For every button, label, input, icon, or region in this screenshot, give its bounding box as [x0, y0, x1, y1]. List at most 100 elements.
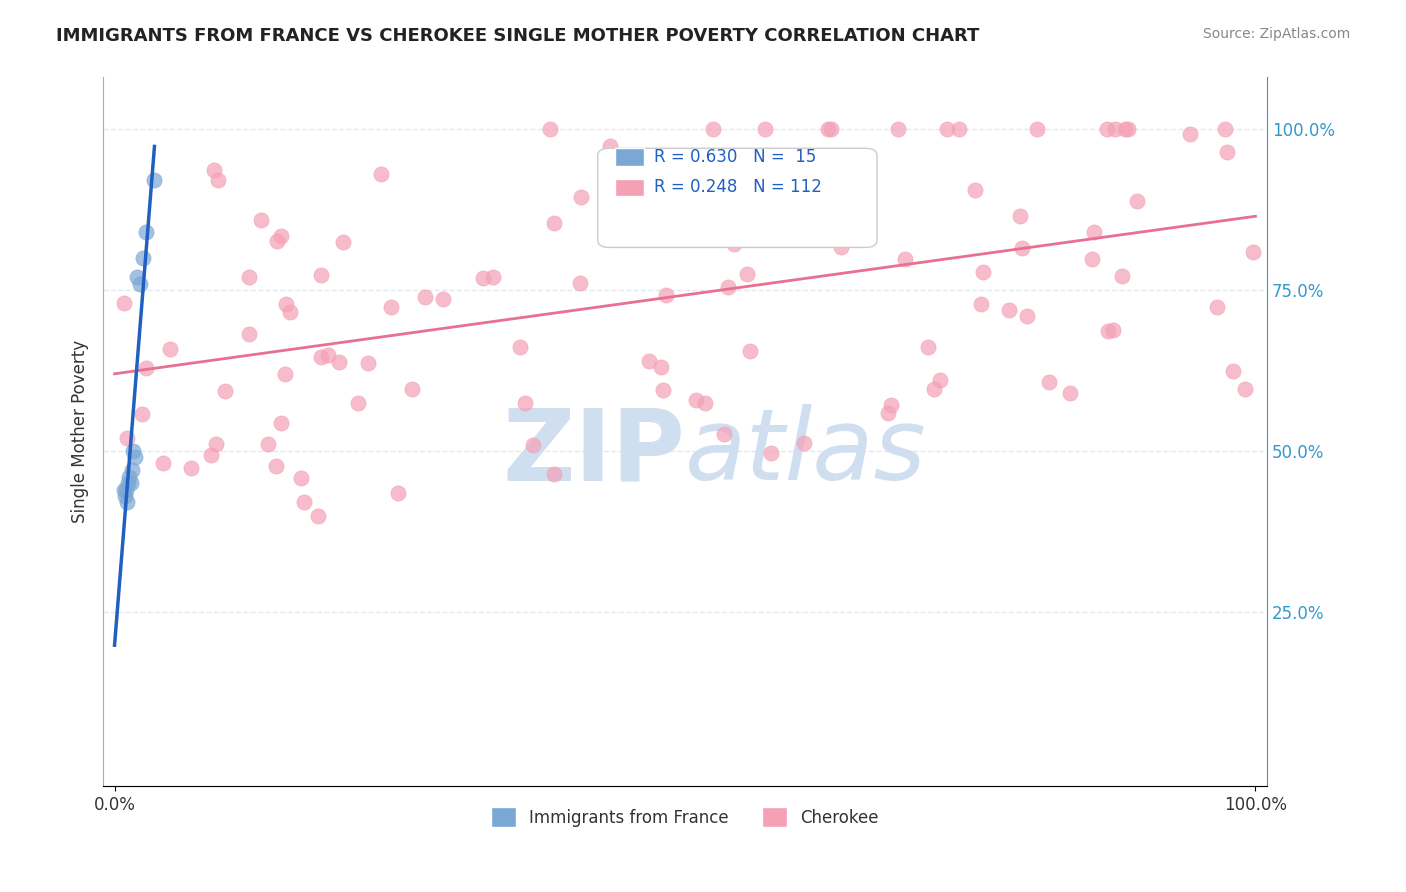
Point	[849, 150, 872, 164]
Point	[115, 483, 138, 497]
Point	[702, 122, 724, 136]
Point	[152, 456, 174, 470]
Point	[238, 270, 260, 285]
Point	[273, 368, 295, 382]
Point	[713, 426, 735, 441]
Point	[121, 463, 143, 477]
Point	[543, 216, 565, 230]
Point	[328, 355, 350, 369]
Point	[1010, 209, 1032, 223]
Text: ZIP: ZIP	[502, 404, 685, 501]
Point	[803, 168, 825, 182]
Point	[214, 384, 236, 398]
Point	[1222, 364, 1244, 378]
Point	[969, 297, 991, 311]
Point	[1026, 122, 1049, 136]
Point	[257, 436, 280, 450]
Point	[655, 288, 678, 302]
Point	[266, 234, 288, 248]
Point	[1126, 194, 1149, 208]
Point	[650, 359, 672, 374]
Point	[370, 167, 392, 181]
Point	[238, 326, 260, 341]
Legend: Immigrants from France, Cherokee: Immigrants from France, Cherokee	[484, 800, 886, 834]
Point	[415, 290, 437, 304]
Point	[997, 303, 1019, 318]
Point	[127, 270, 149, 285]
Point	[471, 271, 494, 285]
Point	[1216, 145, 1239, 159]
Point	[115, 495, 138, 509]
Point	[482, 270, 505, 285]
Point	[387, 485, 409, 500]
Point	[880, 398, 903, 412]
Point	[965, 183, 987, 197]
Point	[316, 348, 339, 362]
Point	[380, 300, 402, 314]
Point	[922, 382, 945, 396]
Point	[600, 201, 623, 215]
Point	[522, 437, 544, 451]
Point	[782, 153, 804, 167]
Point	[1102, 323, 1125, 337]
Point	[1114, 122, 1136, 136]
Point	[1081, 252, 1104, 267]
Point	[112, 483, 135, 497]
Point	[599, 139, 621, 153]
Point	[1011, 241, 1033, 255]
Point	[638, 353, 661, 368]
Point	[894, 252, 917, 266]
Point	[817, 122, 839, 136]
Point	[1038, 375, 1060, 389]
Point	[143, 173, 166, 187]
Point	[716, 280, 738, 294]
Point	[1178, 127, 1201, 141]
Point	[307, 509, 329, 524]
Point	[131, 407, 153, 421]
Point	[887, 122, 910, 136]
Point	[135, 360, 157, 375]
Text: IMMIGRANTS FROM FRANCE VS CHEROKEE SINGLE MOTHER POVERTY CORRELATION CHART: IMMIGRANTS FROM FRANCE VS CHEROKEE SINGL…	[56, 27, 980, 45]
Point	[1233, 382, 1256, 396]
Point	[515, 396, 537, 410]
Point	[112, 296, 135, 310]
Point	[121, 444, 143, 458]
Point	[839, 209, 862, 223]
Point	[270, 416, 292, 430]
Point	[278, 305, 301, 319]
Point	[118, 469, 141, 483]
Point	[128, 277, 150, 291]
Point	[928, 373, 950, 387]
Point	[792, 189, 814, 203]
Point	[114, 489, 136, 503]
Point	[1213, 122, 1236, 136]
Bar	[616, 148, 644, 166]
Point	[569, 276, 592, 290]
Point	[120, 476, 142, 491]
Point	[135, 225, 157, 239]
Point	[571, 190, 593, 204]
Point	[401, 382, 423, 396]
Point	[309, 268, 332, 283]
Point	[820, 122, 842, 136]
Text: R = 0.248   N = 112: R = 0.248 N = 112	[654, 178, 821, 196]
Point	[543, 467, 565, 481]
Bar	[616, 178, 644, 196]
Point	[132, 251, 155, 265]
Point	[1017, 310, 1039, 324]
Point	[249, 212, 271, 227]
Point	[309, 350, 332, 364]
Point	[972, 265, 994, 279]
FancyBboxPatch shape	[598, 148, 877, 247]
Point	[693, 396, 716, 410]
Point	[274, 297, 297, 311]
Point	[270, 228, 292, 243]
Point	[1059, 386, 1081, 401]
Point	[115, 431, 138, 445]
Point	[290, 471, 312, 485]
Point	[1104, 122, 1126, 136]
Point	[332, 235, 354, 249]
Point	[180, 461, 202, 475]
Point	[117, 476, 139, 491]
Point	[917, 340, 939, 354]
